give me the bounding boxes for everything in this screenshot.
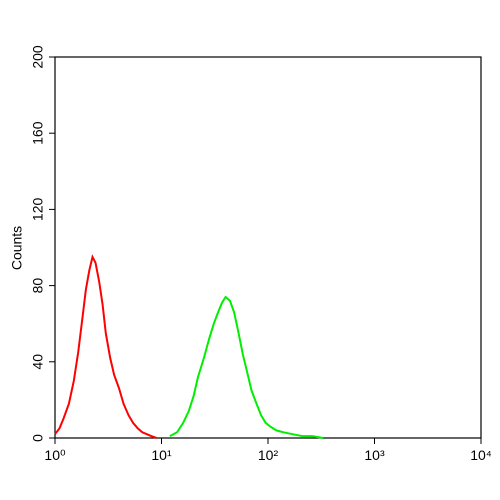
plot-frame	[54, 56, 482, 439]
y-tick-label: 40	[30, 354, 46, 370]
y-tick-label: 160	[30, 121, 46, 145]
histogram-line	[54, 254, 157, 439]
x-tick-label: 10⁴	[470, 447, 492, 463]
y-tick-label: 0	[30, 434, 46, 442]
x-tick-label: 10²	[258, 447, 279, 463]
y-tick-label: 200	[30, 45, 46, 69]
x-tick-label: 10⁰	[44, 447, 66, 463]
y-tick-label: 120	[30, 198, 46, 222]
y-tick-label: 80	[30, 278, 46, 294]
histogram-line	[169, 295, 324, 439]
x-tick-label: 10¹	[151, 447, 172, 463]
x-tick-label: 10³	[364, 447, 385, 463]
y-axis-label: Counts	[9, 226, 25, 270]
